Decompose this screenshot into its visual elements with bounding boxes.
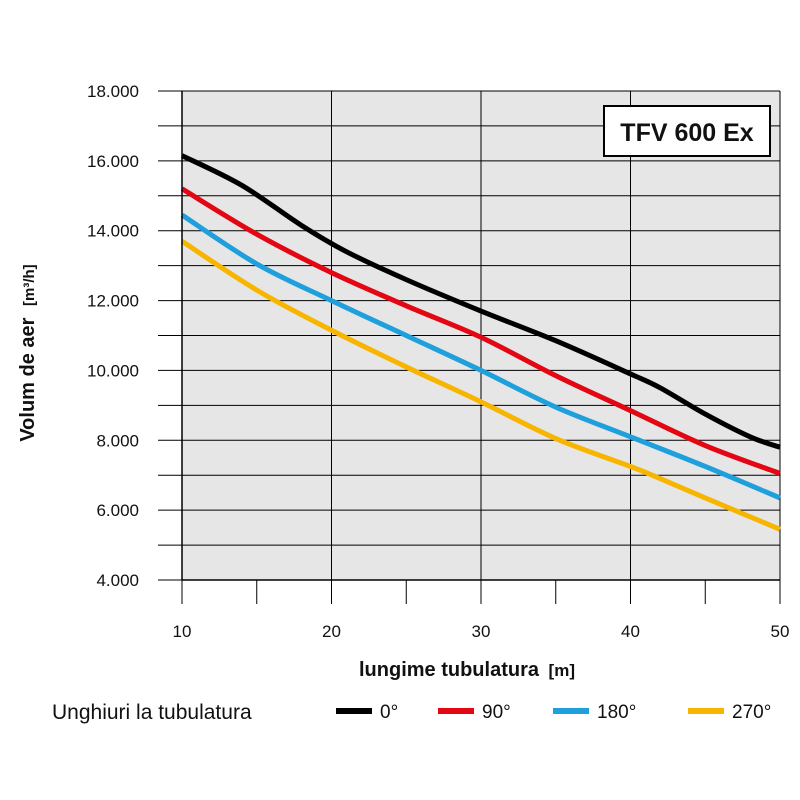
x-tick-label: 30 [472,622,491,641]
y-axis-title: Volum de aer [m³/h] [17,264,39,441]
legend-label: 0° [380,702,398,723]
y-tick-label: 6.000 [96,501,139,520]
series-line-270deg [180,239,781,532]
legend: Unghiuri la tubulatura 0° 90° 180° 270° [12,686,800,736]
y-tick-label: 10.000 [87,361,139,380]
y-axis-title-text: Volum de aer [17,317,39,441]
y-tick-label: 4.000 [96,571,139,590]
series-line-180deg [180,212,781,501]
series-line-0deg [180,153,781,450]
y-tick-label: 18.000 [87,82,139,101]
y-tick-label: 14.000 [87,222,139,241]
x-axis-title-text: lungime tubulatura [359,659,540,681]
x-tick-label: 10 [173,622,192,641]
series-lines [180,153,781,532]
y-tick-label: 12.000 [87,292,139,311]
legend-label: 180° [597,702,636,723]
y-axis-title-unit: [m³/h] [21,264,38,306]
legend-label: 90° [482,702,511,723]
axes: 4.000 6.000 8.000 10.000 12.000 14.000 16.000 1… [87,82,789,641]
x-axis-title-unit: [m] [549,661,575,680]
x-axis-title: lungime tubulatura [m] [359,659,575,681]
series-line-90deg [180,186,781,476]
legend-background [12,686,800,736]
legend-title: Unghiuri la tubulatura [52,701,252,724]
x-tick-label: 50 [771,622,790,641]
x-tick-label: 20 [322,622,341,641]
chart-title-box: TFV 600 Ex [603,105,771,157]
legend-label: 270° [732,702,771,723]
chart-title: TFV 600 Ex [620,119,753,147]
x-tick-label: 40 [621,622,640,641]
y-tick-label: 16.000 [87,152,139,171]
grid [181,90,781,581]
y-tick-label: 8.000 [96,431,139,450]
